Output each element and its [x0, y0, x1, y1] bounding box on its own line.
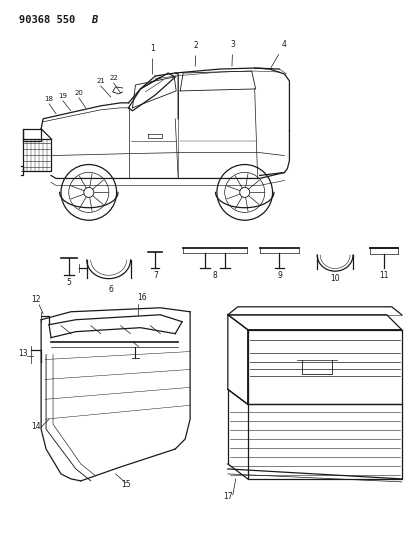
Text: 9: 9: [277, 271, 282, 280]
Text: 21: 21: [96, 78, 105, 84]
Text: 19: 19: [58, 93, 67, 99]
Text: 17: 17: [223, 492, 233, 501]
Text: 2: 2: [194, 41, 199, 66]
Text: 14: 14: [31, 422, 41, 431]
Text: 15: 15: [121, 480, 130, 489]
Text: 8: 8: [212, 271, 217, 280]
Text: 4: 4: [271, 40, 287, 68]
Text: 12: 12: [31, 295, 41, 304]
Text: 3: 3: [231, 40, 235, 66]
Text: B: B: [91, 15, 97, 25]
Text: 20: 20: [74, 90, 83, 96]
Text: 10: 10: [330, 274, 340, 283]
Text: 18: 18: [44, 96, 53, 102]
Text: 22: 22: [109, 75, 118, 81]
Text: 7: 7: [153, 271, 158, 280]
Text: 16: 16: [138, 293, 147, 302]
Text: 13: 13: [18, 349, 28, 358]
Text: 5: 5: [67, 278, 72, 287]
Text: 11: 11: [379, 271, 388, 280]
Text: 6: 6: [108, 285, 113, 294]
Bar: [23, 129, 41, 141]
Text: 90368 550: 90368 550: [19, 15, 76, 25]
Text: 1: 1: [150, 44, 155, 74]
